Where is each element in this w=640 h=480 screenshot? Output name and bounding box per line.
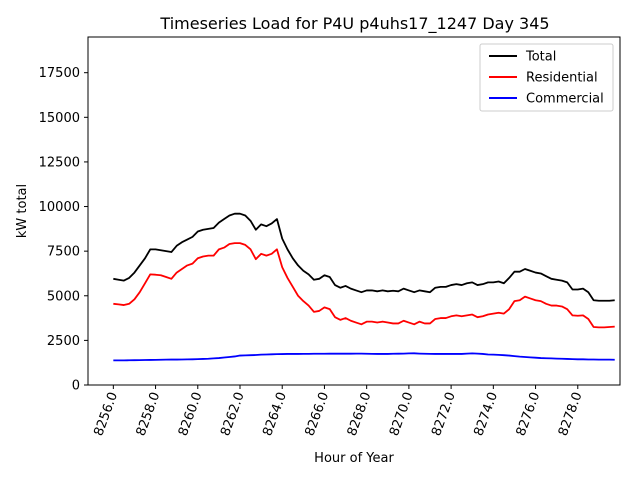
series-lines [113, 212, 615, 362]
x-axis-label: Hour of Year [314, 451, 394, 466]
series-line-commercial [113, 352, 615, 362]
y-axis-label: kW total [15, 184, 30, 238]
legend-box [479, 43, 614, 112]
y-axis-ticks: 0 2500 5000 7500 10000 12500 15000 17500 [39, 66, 88, 394]
legend-label-residential: Residential [526, 71, 598, 86]
chart-title: Timeseries Load for P4U p4uhs17_1247 Day… [159, 14, 549, 34]
y-tick-label: 5000 [47, 289, 80, 304]
y-tick-label: 15000 [39, 111, 80, 126]
legend-label-commercial: Commercial [526, 92, 604, 107]
series-line-total [113, 212, 615, 302]
series-line-residential [113, 242, 615, 329]
y-tick-label: 2500 [47, 334, 80, 349]
axes-frame [87, 36, 621, 386]
y-tick-label: 17500 [39, 66, 80, 81]
y-tick-label: 0 [72, 379, 80, 394]
y-tick-label: 7500 [47, 245, 80, 260]
y-tick-label: 12500 [39, 155, 80, 170]
legend: Total Residential Commercial [479, 43, 614, 112]
legend-label-total: Total [525, 50, 556, 65]
y-tick-label: 10000 [39, 200, 80, 215]
